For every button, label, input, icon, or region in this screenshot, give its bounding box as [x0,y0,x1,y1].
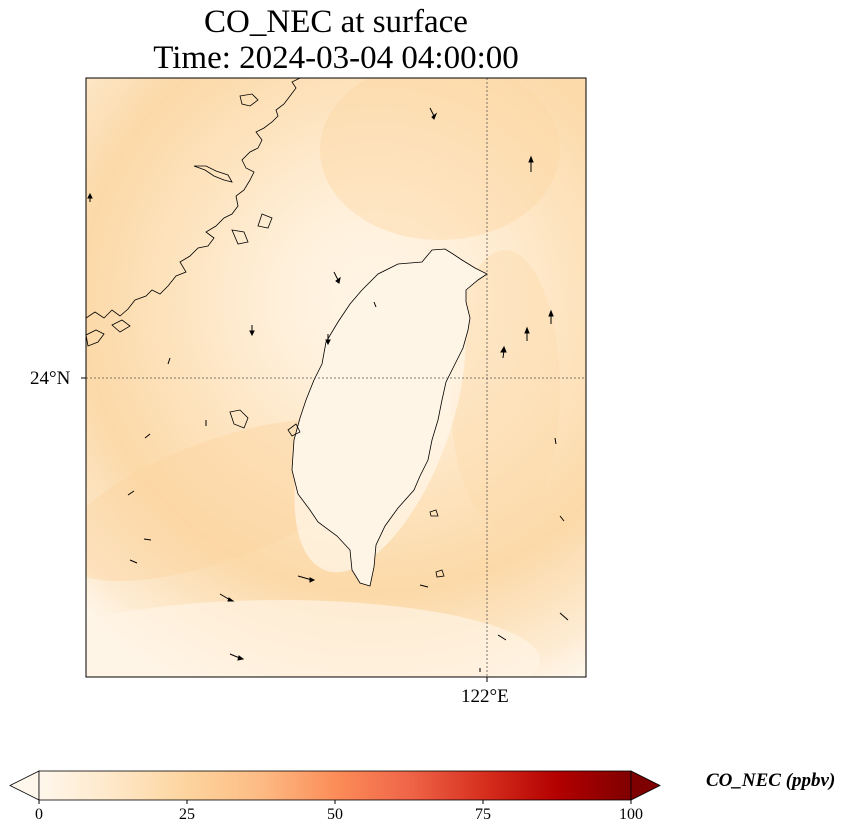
chart-title: CO_NEC at surface [204,4,468,40]
coastal-inlet [193,165,233,183]
concentration-band-east [450,250,560,530]
low-concentration-south [86,600,540,677]
colorbar [9,770,661,804]
colorbar-tick-label: 0 [35,806,43,823]
chart-subtitle-time: Time: 2024-03-04 04:00:00 [153,40,519,76]
colorbar-min-extend [9,770,40,801]
taiwan-coastline [291,248,488,587]
penghu-islets [287,423,445,578]
concentration-band-northeast [320,78,560,240]
colorbar-label: CO_NEC (ppbv) [706,770,836,791]
lat-gridline-label: 24°N [30,368,71,389]
colorbar-tick-label: 100 [619,806,643,823]
map-panel [81,77,587,682]
colorbar-tick-label: 25 [179,806,195,823]
colorbar-gradient [38,770,632,801]
colorbar-tick-label: 75 [475,806,491,823]
colorbar-ticks [38,800,632,804]
mainland-coastline [86,78,301,319]
colorbar-max-extend [630,770,661,801]
wind-vectors [87,107,569,672]
colorbar-tick-label: 50 [327,806,343,823]
coastal-islands [86,93,273,429]
lon-gridline-label: 122°E [461,686,509,707]
